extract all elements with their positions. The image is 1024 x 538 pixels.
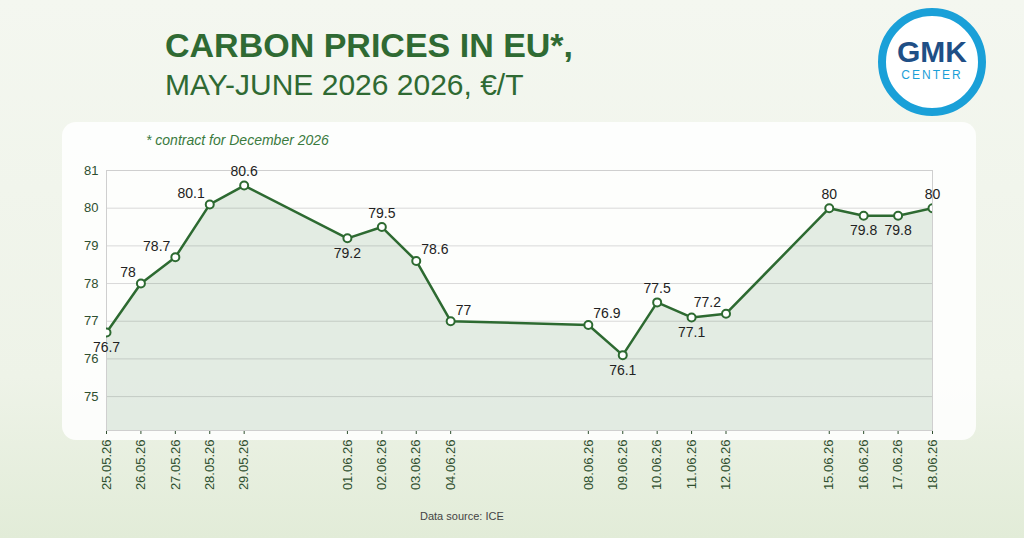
svg-text:11.06.26: 11.06.26 (684, 440, 699, 490)
svg-text:26.05.26: 26.05.26 (133, 440, 148, 491)
svg-text:03.06.26: 03.06.26 (408, 440, 423, 491)
svg-text:79.2: 79.2 (334, 245, 361, 261)
svg-text:77.1: 77.1 (678, 324, 705, 340)
svg-text:25.05.26: 25.05.26 (99, 440, 114, 491)
svg-text:15.06.26: 15.06.26 (821, 440, 836, 491)
svg-text:76.7: 76.7 (93, 339, 120, 355)
svg-text:78.7: 78.7 (143, 238, 170, 254)
svg-text:76.9: 76.9 (593, 305, 620, 321)
html-text:Data source: ICE: Data source: ICE (420, 510, 504, 522)
svg-text:81: 81 (84, 163, 98, 178)
svg-text:09.06.26: 09.06.26 (615, 440, 630, 491)
svg-text:08.06.26: 08.06.26 (580, 440, 595, 491)
svg-text:29.05.26: 29.05.26 (236, 440, 251, 491)
svg-text:18.06.26: 18.06.26 (925, 440, 940, 491)
svg-text:10.06.26: 10.06.26 (649, 440, 664, 491)
svg-text:28.05.26: 28.05.26 (202, 440, 217, 491)
svg-text:04.06.26: 04.06.26 (443, 440, 458, 491)
svg-text:17.06.26: 17.06.26 (890, 440, 905, 491)
html-text:* contract for December 2026: * contract for December 2026 (146, 132, 329, 148)
html-text:CENTER: CENTER (901, 68, 963, 82)
svg-text:79.8: 79.8 (884, 222, 911, 238)
svg-text:79.5: 79.5 (368, 205, 395, 221)
svg-text:79.8: 79.8 (850, 222, 877, 238)
svg-text:80: 80 (84, 200, 98, 215)
svg-text:27.05.26: 27.05.26 (167, 440, 182, 491)
svg-text:80.1: 80.1 (178, 185, 205, 201)
svg-text:80: 80 (925, 186, 941, 202)
svg-text:16.06.26: 16.06.26 (856, 440, 871, 491)
svg-text:77.2: 77.2 (694, 294, 721, 310)
svg-text:77: 77 (84, 313, 98, 328)
svg-text:78.6: 78.6 (421, 241, 448, 257)
svg-text:76: 76 (84, 351, 99, 367)
svg-text:77.5: 77.5 (644, 280, 671, 296)
html-text:MAY-JUNE 2026 2026, €/T: MAY-JUNE 2026 2026, €/T (165, 68, 524, 101)
svg-text:02.06.26: 02.06.26 (374, 440, 389, 491)
svg-text:01.06.26: 01.06.26 (340, 440, 355, 491)
svg-text:77: 77 (456, 302, 472, 318)
svg-text:78: 78 (84, 276, 98, 291)
svg-text:80.6: 80.6 (231, 163, 258, 179)
svg-text:12.06.26: 12.06.26 (718, 440, 733, 491)
svg-text:80: 80 (821, 186, 837, 202)
svg-text:78: 78 (120, 264, 136, 280)
svg-text:79: 79 (84, 238, 98, 253)
svg-text:76.1: 76.1 (609, 362, 636, 378)
svg-text:75: 75 (84, 389, 98, 404)
html-text:GMK: GMK (897, 35, 967, 68)
html-text:CARBON PRICES IN EU*,: CARBON PRICES IN EU*, (165, 26, 574, 64)
